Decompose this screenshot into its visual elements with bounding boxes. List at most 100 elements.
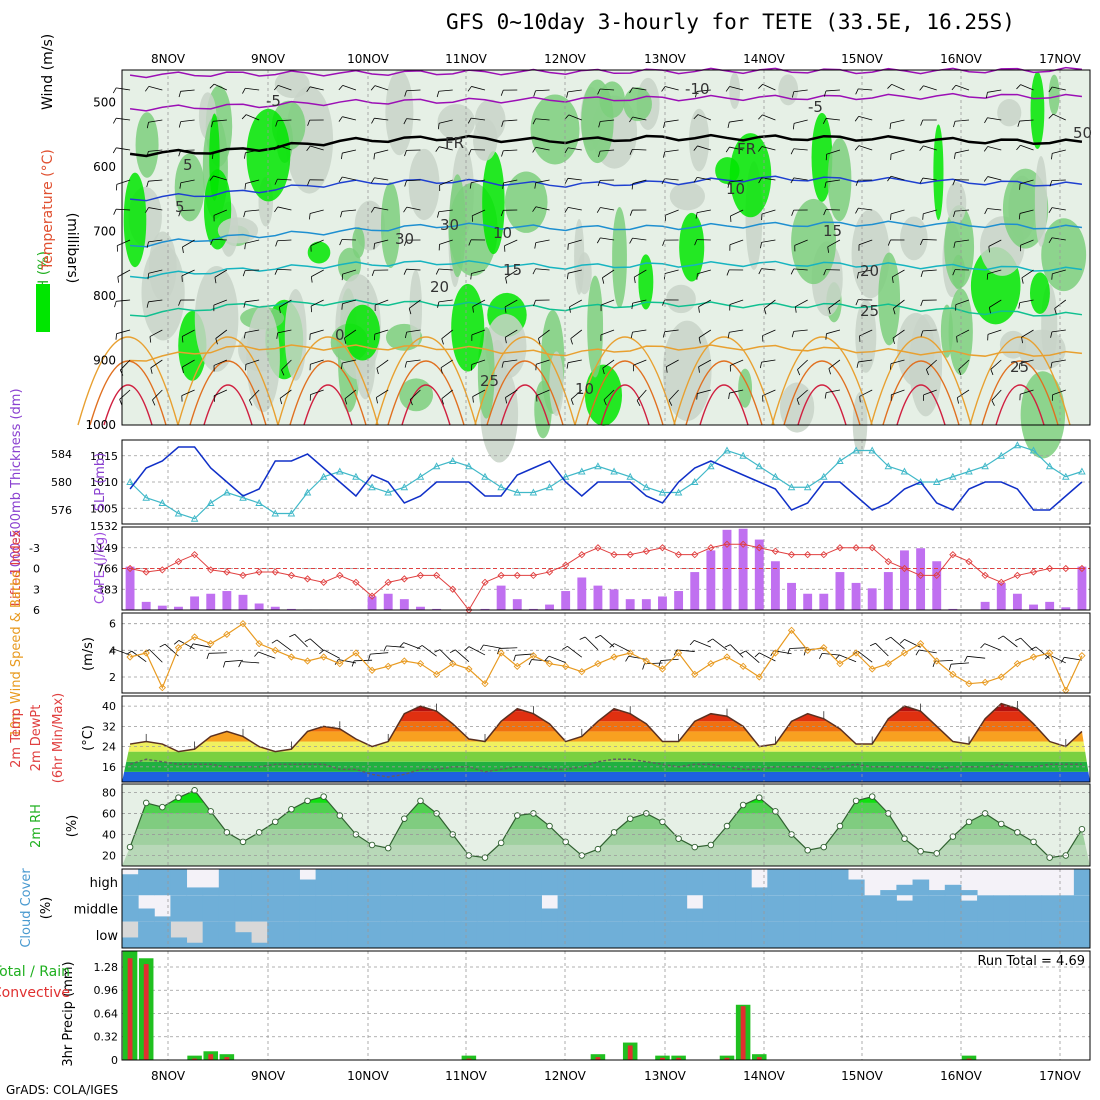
wind-speed-marker [1046, 649, 1054, 657]
cape-bar [803, 593, 813, 610]
rh-blob [148, 231, 177, 301]
wind-barb [794, 239, 808, 246]
slp-marker [416, 472, 425, 480]
wind-barb [469, 182, 472, 189]
wind-speed-marker [820, 644, 828, 652]
contour-label: 25 [1010, 358, 1029, 376]
li-marker [174, 557, 183, 566]
wind-barb [501, 150, 504, 157]
slp-marker [884, 462, 893, 470]
li-marker [400, 575, 408, 583]
slp-marker [965, 467, 973, 475]
cloud-cell [154, 869, 171, 896]
cloud-cell [848, 879, 865, 896]
li-marker [997, 578, 1005, 586]
wind-barb [504, 306, 507, 313]
wind-barb [958, 369, 962, 376]
cloud-cell [831, 921, 849, 948]
date-tick-bottom: 13NOV [644, 1069, 686, 1083]
wind-barb [790, 148, 795, 155]
wind-barb [980, 643, 985, 649]
wind-barb [1020, 144, 1034, 151]
wind-barb [562, 645, 568, 650]
wind-barb [854, 116, 859, 122]
wind-barb [614, 643, 631, 653]
wind-barb [855, 179, 859, 186]
wind-barb [116, 117, 131, 121]
cloud-cell [654, 869, 672, 896]
wind-barb [182, 359, 195, 368]
precip-conv-bar [595, 1057, 601, 1060]
li-marker [449, 585, 457, 593]
rh-blob [946, 181, 967, 224]
wind-barb [180, 119, 195, 123]
rh-marker [626, 815, 634, 822]
wind-barb [439, 119, 453, 124]
wind-barb [178, 91, 182, 98]
cloud-cell [234, 932, 252, 948]
wind-barb [340, 211, 343, 218]
rh-tick: 80 [102, 786, 116, 799]
wind-barb [310, 389, 324, 395]
rh-blob [689, 108, 710, 172]
slp-marker [739, 451, 747, 459]
wind-barb [117, 269, 131, 278]
cloud-axis-label: Cloud Cover [19, 868, 34, 948]
wind-barb [632, 299, 647, 304]
wind-barb [403, 118, 407, 125]
rh-marker [820, 843, 828, 851]
wind-barb [893, 299, 905, 309]
li-marker [303, 575, 312, 583]
isotherm-line [129, 175, 1083, 202]
cloud-cell [573, 869, 591, 896]
wind-barb [858, 145, 873, 151]
wind-barb [245, 359, 260, 365]
wind-barb [500, 90, 504, 96]
wind-barb [603, 389, 615, 401]
cloud-cell [589, 921, 607, 948]
wind-barb [727, 121, 730, 128]
cloud-cell [1025, 921, 1043, 948]
wind-barb [535, 146, 550, 151]
pressure-tick: 800 [93, 289, 116, 303]
rh-blob [408, 148, 440, 221]
wind-barb [570, 329, 583, 339]
wind-barb [1019, 209, 1034, 214]
rh-marker [175, 794, 182, 801]
wind-barb [697, 389, 711, 394]
wind-barb [665, 209, 679, 216]
li-marker [771, 547, 780, 555]
wind-barb [662, 331, 666, 338]
rh-marker [368, 841, 376, 849]
rh-blob [623, 87, 652, 122]
wind-barb [439, 146, 453, 151]
wind-speed-marker [997, 673, 1005, 681]
wind-barb [212, 119, 227, 122]
contour-label: 20 [860, 262, 879, 280]
wind-barb [274, 178, 278, 185]
wind-barb [759, 652, 776, 662]
li-marker [594, 544, 602, 552]
wind-barb [584, 636, 599, 650]
wind-barb [887, 84, 892, 89]
wind-barb [538, 338, 541, 345]
precip-tick: 1.28 [94, 961, 119, 974]
cape-bar [787, 582, 796, 610]
isotherm-line [130, 299, 1083, 318]
rh-blob [855, 300, 877, 373]
wind-barb [225, 659, 244, 663]
wind-barb [1020, 389, 1034, 395]
wind-barb [600, 237, 615, 241]
wind-barb [761, 359, 776, 363]
isotherm-line [129, 260, 1083, 279]
li-marker [1013, 571, 1022, 580]
wind-barb [147, 273, 150, 280]
wind-barb [828, 299, 841, 309]
slp-marker [1078, 467, 1086, 475]
wind-barb [729, 179, 744, 183]
wind-barb [991, 389, 1002, 401]
wind-barb [504, 299, 518, 308]
wind-barb [108, 648, 114, 654]
wind-barb [668, 389, 679, 401]
wind-barb [596, 207, 601, 213]
